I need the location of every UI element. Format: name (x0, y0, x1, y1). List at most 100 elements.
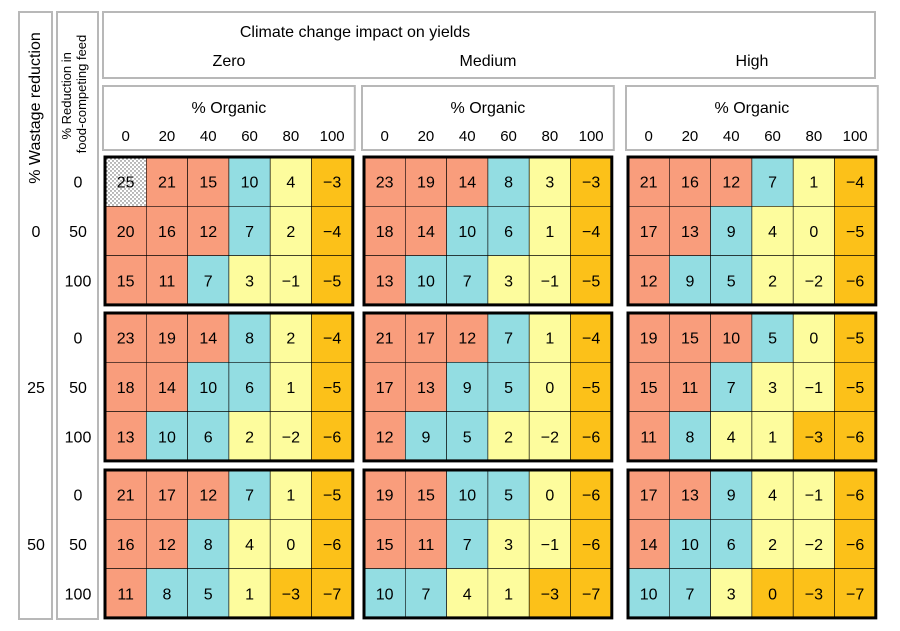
heatmap-cell (710, 518, 753, 569)
heatmap-cell (627, 255, 670, 306)
heatmap-cell (228, 518, 271, 569)
heatmap-cell (363, 411, 406, 462)
heatmap-cell (751, 361, 794, 412)
cell-value-label: −5 (323, 273, 341, 290)
cell-value-label: 12 (722, 175, 740, 192)
organic-header-frame-high (625, 85, 879, 151)
cell-value-label: 10 (158, 429, 176, 446)
cell-value-label: 12 (158, 537, 176, 554)
heatmap-cell (834, 156, 877, 207)
cell-value-label: 19 (376, 488, 394, 505)
heatmap-cell (311, 469, 354, 520)
heatmap-cell (834, 411, 877, 462)
cell-value-label: 8 (162, 586, 171, 603)
cell-value-label: 13 (681, 224, 699, 241)
heatmap-cell (446, 469, 489, 520)
heatmap-cell (187, 312, 230, 363)
heatmap-cell (269, 411, 312, 462)
feed-tick-50-50: 50 (69, 537, 87, 554)
heatmap-cell (710, 206, 753, 256)
cell-value-label: 7 (463, 273, 472, 290)
heatmap-cell (446, 255, 489, 306)
wastage-axis-label: % Wastage reduction (27, 32, 44, 183)
cell-value-label: 9 (727, 224, 736, 241)
heatmap-cell (834, 312, 877, 363)
cell-value-label: 2 (245, 429, 254, 446)
heatmap-cell (104, 469, 147, 520)
cell-value-label: 9 (727, 488, 736, 505)
cell-value-label: 3 (727, 586, 736, 603)
feed-tick-50-100: 100 (65, 586, 92, 603)
cell-value-label: 3 (768, 380, 777, 397)
heatmap-cell (710, 312, 753, 363)
organic-tick-high-40: 40 (723, 128, 740, 145)
heatmap-cell (487, 411, 530, 462)
organic-tick-zero-0: 0 (121, 128, 129, 145)
cell-value-label: −1 (805, 488, 823, 505)
heatmap-cell (627, 469, 670, 520)
cell-value-label: 16 (681, 175, 699, 192)
cell-value-label: 15 (417, 488, 435, 505)
heatmap-cell (668, 518, 711, 569)
cell-value-label: 10 (722, 331, 740, 348)
cell-value-label: 8 (204, 537, 213, 554)
cell-value-label: 5 (504, 488, 513, 505)
cell-value-label: 16 (158, 224, 176, 241)
organic-tick-zero-100: 100 (320, 128, 345, 145)
heatmap-cell (311, 361, 354, 412)
cell-value-label: 10 (199, 380, 217, 397)
block-border (626, 311, 878, 463)
cell-value-label: 4 (245, 537, 254, 554)
cell-value-label: 17 (376, 380, 394, 397)
cell-value-label: 13 (681, 488, 699, 505)
organic-tick-high-100: 100 (843, 128, 868, 145)
heatmap-cell (668, 206, 711, 256)
cell-value-label: 3 (504, 273, 513, 290)
organic-tick-zero-80: 80 (283, 128, 300, 145)
heatmap-cell (528, 411, 571, 462)
cell-value-label: 18 (376, 224, 394, 241)
cell-value-label: 6 (245, 380, 254, 397)
heatmap-cell (404, 568, 447, 619)
cell-value-label: −6 (846, 273, 864, 290)
cell-value-label: 7 (685, 586, 694, 603)
cell-value-label: −6 (846, 429, 864, 446)
cell-value-label: 5 (504, 380, 513, 397)
block-border (103, 155, 355, 307)
cell-value-label: 19 (640, 331, 658, 348)
heatmap-cell (104, 411, 147, 462)
heatmap-cell (528, 206, 571, 256)
organic-tick-medium-40: 40 (459, 128, 476, 145)
heatmap-cell (146, 518, 188, 569)
cell-value-label: −5 (582, 380, 600, 397)
heatmap-cell (311, 411, 354, 462)
cell-value-label: 5 (727, 273, 736, 290)
block-border (362, 468, 614, 620)
chart-title: Climate change impact on yields (240, 24, 470, 41)
heatmap-cell (187, 469, 230, 520)
cell-value-label: 10 (458, 488, 476, 505)
cell-value-label: 14 (417, 224, 435, 241)
cell-value-label: 17 (158, 488, 176, 505)
cell-value-label: 14 (199, 331, 217, 348)
cell-value-label: −5 (323, 488, 341, 505)
cell-value-label: 7 (768, 175, 777, 192)
feed-tick-0-100: 100 (65, 273, 92, 290)
heatmap-cell (146, 361, 188, 412)
cell-value-label: −7 (846, 586, 864, 603)
cell-value-label: −6 (582, 429, 600, 446)
cell-value-label: 2 (768, 537, 777, 554)
cell-value-label: 7 (245, 488, 254, 505)
organic-tick-medium-80: 80 (542, 128, 559, 145)
scenario-label-high: High (736, 53, 769, 70)
cell-value-label: 11 (117, 586, 134, 603)
cell-value-label: 1 (286, 488, 295, 505)
heatmap-cell (146, 411, 188, 462)
cell-value-label: 5 (204, 586, 213, 603)
heatmap-cell (792, 255, 835, 306)
cell-value-label: 10 (417, 273, 435, 290)
cell-value-label: 7 (421, 586, 430, 603)
cell-value-label: 10 (640, 586, 658, 603)
cell-value-label: 3 (245, 273, 254, 290)
